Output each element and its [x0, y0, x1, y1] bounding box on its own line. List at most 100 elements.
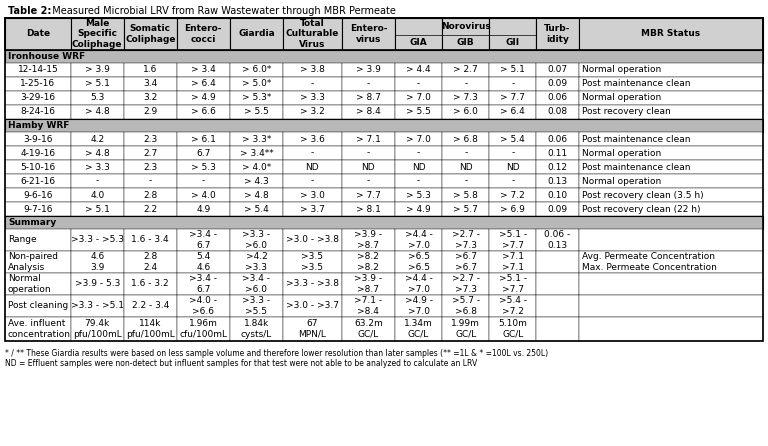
- Text: -: -: [202, 177, 205, 186]
- Bar: [395, 188, 442, 202]
- Text: > 3.9: > 3.9: [356, 66, 381, 74]
- Bar: [395, 174, 442, 188]
- Text: >3.4 -
6.7: >3.4 - 6.7: [190, 230, 217, 250]
- Text: > 5.5: > 5.5: [244, 107, 269, 116]
- Text: > 5.4: > 5.4: [244, 205, 269, 214]
- Bar: [230, 105, 283, 119]
- Bar: [395, 160, 442, 174]
- Bar: [283, 251, 342, 273]
- Text: 3.4: 3.4: [143, 79, 157, 88]
- Bar: [395, 18, 442, 50]
- Bar: [578, 63, 763, 77]
- Bar: [71, 295, 124, 317]
- Text: Summary: Summary: [8, 218, 56, 227]
- Bar: [283, 77, 342, 91]
- Text: 2.8: 2.8: [143, 190, 157, 199]
- Text: -: -: [367, 149, 370, 157]
- Text: 1.34m
GC/L: 1.34m GC/L: [404, 319, 433, 339]
- Text: Giardia: Giardia: [238, 29, 275, 38]
- Bar: [283, 202, 342, 216]
- Bar: [124, 63, 177, 77]
- Bar: [536, 105, 578, 119]
- Text: Post recovery clean (3.5 h): Post recovery clean (3.5 h): [581, 190, 703, 199]
- Text: Normal operation: Normal operation: [581, 66, 660, 74]
- Text: > 2.7: > 2.7: [453, 66, 478, 74]
- Bar: [283, 18, 342, 50]
- Text: >4.4 -
>7.0: >4.4 - >7.0: [405, 274, 432, 294]
- Text: Date: Date: [26, 29, 50, 38]
- Bar: [536, 160, 578, 174]
- Bar: [489, 295, 536, 317]
- Bar: [71, 91, 124, 105]
- Text: ND: ND: [306, 162, 319, 172]
- Bar: [489, 77, 536, 91]
- Text: >3.3 - >3.8: >3.3 - >3.8: [286, 280, 339, 289]
- Bar: [230, 295, 283, 317]
- Bar: [342, 174, 395, 188]
- Text: >8.2
>8.2: >8.2 >8.2: [357, 252, 379, 272]
- Text: > 7.7: > 7.7: [501, 94, 525, 103]
- Text: > 5.7: > 5.7: [453, 205, 478, 214]
- Bar: [489, 174, 536, 188]
- Text: 12-14-15: 12-14-15: [18, 66, 58, 74]
- Text: > 6.9: > 6.9: [501, 205, 525, 214]
- Bar: [578, 251, 763, 273]
- Bar: [442, 105, 489, 119]
- Text: 63.2m
GC/L: 63.2m GC/L: [354, 319, 382, 339]
- Bar: [283, 295, 342, 317]
- Bar: [177, 91, 230, 105]
- Bar: [71, 18, 124, 50]
- Bar: [124, 77, 177, 91]
- Text: 1.99m
GC/L: 1.99m GC/L: [452, 319, 480, 339]
- Text: > 6.4: > 6.4: [501, 107, 525, 116]
- Text: 6-21-16: 6-21-16: [20, 177, 55, 186]
- Bar: [395, 105, 442, 119]
- Text: 8-24-16: 8-24-16: [20, 107, 55, 116]
- Bar: [578, 295, 763, 317]
- Text: 0.06: 0.06: [548, 94, 568, 103]
- Text: ND: ND: [412, 162, 425, 172]
- Text: 0.09: 0.09: [548, 205, 568, 214]
- Bar: [124, 202, 177, 216]
- Text: > 5.3: > 5.3: [406, 190, 431, 199]
- Bar: [536, 91, 578, 105]
- Text: >7.1
>7.1: >7.1 >7.1: [502, 252, 524, 272]
- Bar: [536, 202, 578, 216]
- Bar: [536, 174, 578, 188]
- Bar: [395, 295, 442, 317]
- Text: >2.7 -
>7.3: >2.7 - >7.3: [452, 230, 480, 250]
- Text: > 6.0*: > 6.0*: [242, 66, 271, 74]
- Text: -: -: [311, 79, 314, 88]
- Bar: [536, 132, 578, 146]
- Bar: [230, 174, 283, 188]
- Text: 2.7: 2.7: [143, 149, 157, 157]
- Text: > 3.3: > 3.3: [300, 94, 325, 103]
- Text: 0.08: 0.08: [548, 107, 568, 116]
- Bar: [578, 132, 763, 146]
- Text: Post maintenance clean: Post maintenance clean: [581, 135, 690, 144]
- Text: 4.6
3.9: 4.6 3.9: [90, 252, 104, 272]
- Bar: [5, 119, 763, 132]
- Bar: [71, 202, 124, 216]
- Text: 2.3: 2.3: [143, 162, 157, 172]
- Text: > 4.8: > 4.8: [244, 190, 269, 199]
- Text: >3.3 -
>6.0: >3.3 - >6.0: [243, 230, 270, 250]
- Text: Hamby WRF: Hamby WRF: [8, 121, 69, 130]
- Text: Entero-
cocci: Entero- cocci: [184, 24, 222, 44]
- Bar: [71, 174, 124, 188]
- Bar: [177, 295, 230, 317]
- Bar: [578, 188, 763, 202]
- Text: > 7.2: > 7.2: [501, 190, 525, 199]
- Bar: [536, 18, 578, 50]
- Text: 2.2 - 3.4: 2.2 - 3.4: [131, 301, 169, 310]
- Text: > 7.3: > 7.3: [453, 94, 478, 103]
- Bar: [342, 317, 395, 341]
- Text: > 3.0: > 3.0: [300, 190, 325, 199]
- Text: 4-19-16: 4-19-16: [20, 149, 55, 157]
- Bar: [230, 160, 283, 174]
- Text: >5.1 -
>7.7: >5.1 - >7.7: [498, 274, 527, 294]
- Bar: [177, 18, 230, 50]
- Bar: [442, 63, 489, 77]
- Text: > 7.1: > 7.1: [356, 135, 381, 144]
- Bar: [342, 295, 395, 317]
